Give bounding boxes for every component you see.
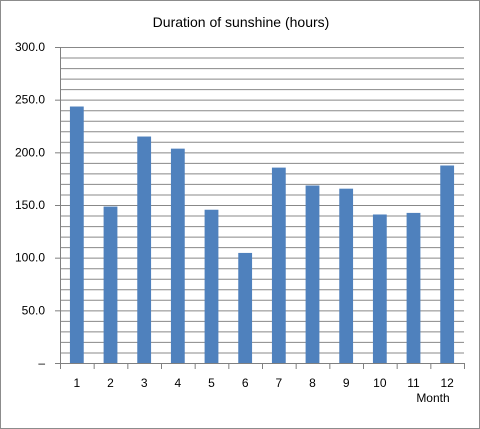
x-tick-label: 5 (208, 376, 215, 390)
x-tick-label: 7 (275, 376, 282, 390)
x-axis-label: Month (416, 391, 449, 405)
y-tick-label: 50.0 (22, 303, 46, 317)
bar (339, 188, 354, 363)
bar (238, 252, 253, 363)
bar (372, 214, 387, 363)
bars (69, 106, 455, 363)
bar (137, 136, 152, 363)
x-tick-label: 6 (242, 376, 249, 390)
y-tick-label: 100.0 (15, 251, 45, 265)
y-tick-label: 200.0 (15, 145, 45, 159)
bar (440, 165, 455, 363)
x-tick-label: 1 (73, 376, 80, 390)
x-tick-label: 10 (373, 376, 387, 390)
y-tick-labels: – 50.0 100.0 150.0 200.0 250.0 300.0 (15, 40, 45, 370)
x-tick-label: 9 (343, 376, 350, 390)
bar (103, 206, 118, 363)
grid-lines (60, 47, 464, 354)
x-tick-label: 4 (174, 376, 181, 390)
x-tick-label: 11 (407, 376, 420, 390)
y-tick-label: 250.0 (15, 93, 45, 107)
bar (204, 209, 219, 363)
bar (271, 167, 286, 363)
chart-title: Duration of sunshine (hours) (153, 14, 330, 30)
y-tick-label: – (38, 356, 45, 370)
x-tick-labels: 1 2 3 4 5 6 7 8 9 10 11 12 (73, 376, 454, 390)
bar (69, 106, 84, 363)
y-tick-label: 150.0 (15, 198, 45, 212)
x-tick-label: 2 (107, 376, 114, 390)
axes (55, 47, 465, 369)
bar (406, 212, 421, 363)
y-tick-label: 300.0 (15, 40, 45, 54)
x-tick-label: 8 (309, 376, 316, 390)
bar (305, 185, 320, 363)
x-tick-label: 3 (141, 376, 148, 390)
bar (170, 148, 185, 363)
x-tick-label: 12 (440, 376, 454, 390)
